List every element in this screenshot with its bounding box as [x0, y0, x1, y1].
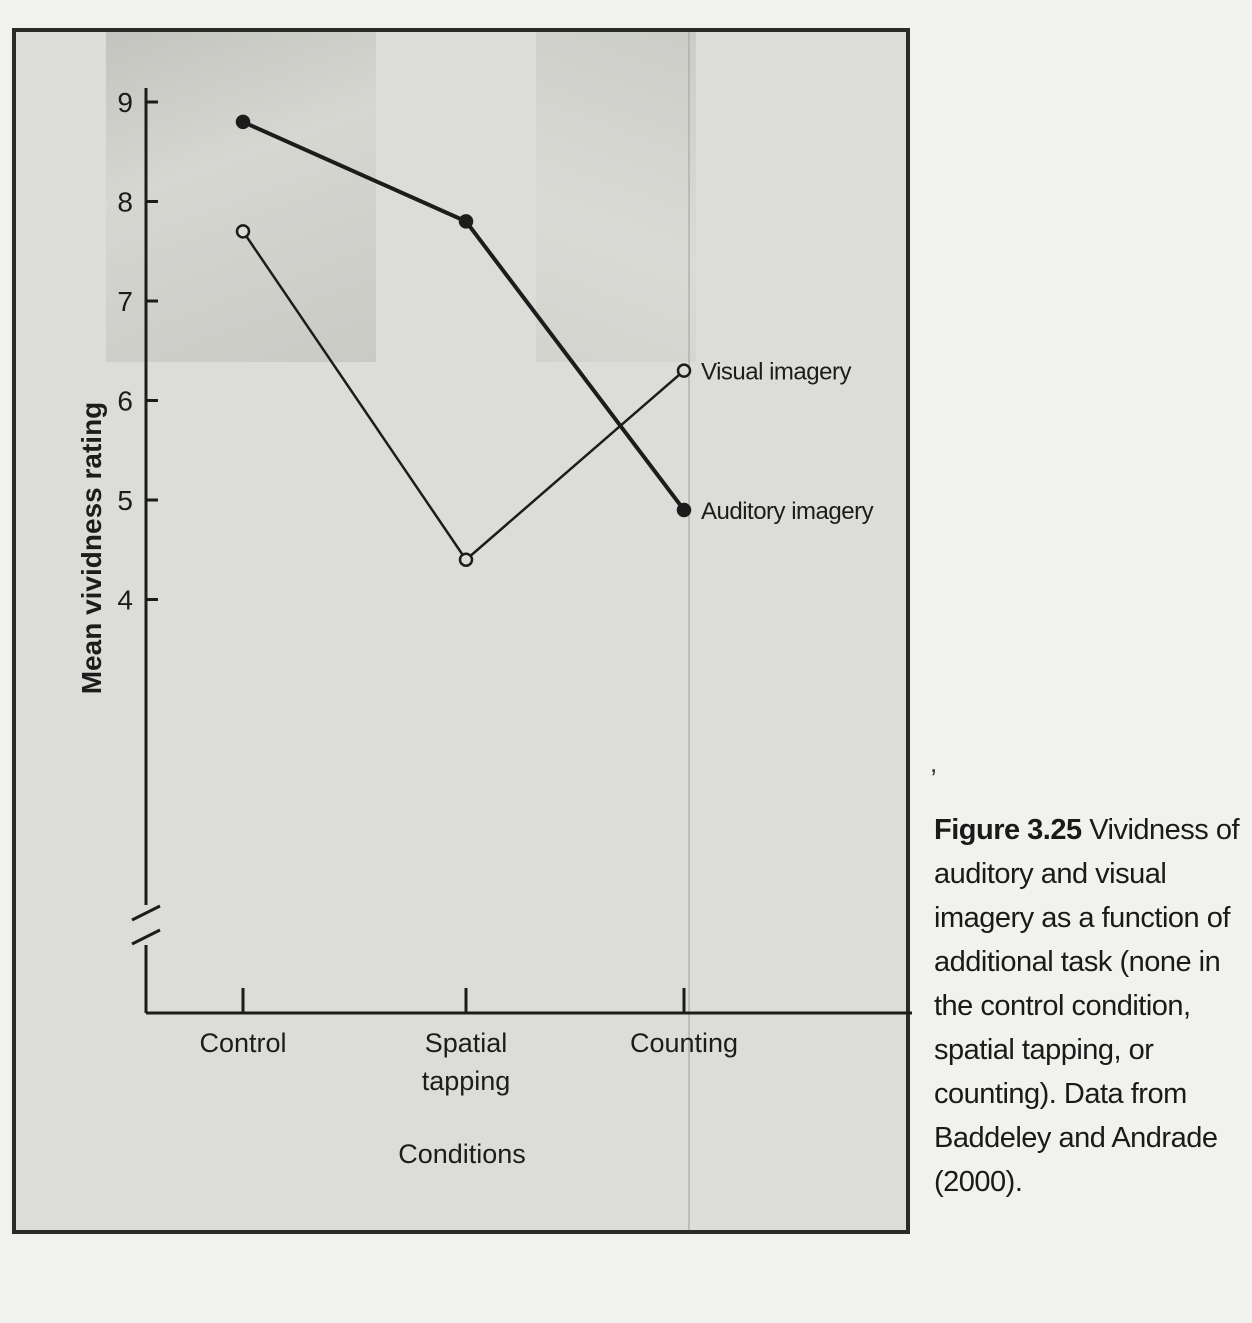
series-layer: Visual imagery Auditory imagery: [235, 114, 874, 567]
data-point: [458, 214, 474, 229]
figure-caption: Figure 3.25 Vividness of auditory and vi…: [934, 808, 1246, 1204]
x-tick-label: Spatial tapping: [422, 1028, 511, 1096]
axis-break-mark: [131, 928, 161, 946]
series-label: Visual imagery: [701, 359, 851, 386]
y-tick-label: 6: [117, 386, 133, 417]
x-ticks: Control Spatial tapping Counting: [199, 988, 738, 1096]
y-ticks: 4 5 6 7 8 9: [117, 87, 158, 616]
data-point: [235, 224, 251, 239]
x-tick-label: Counting: [630, 1028, 738, 1058]
data-point: [676, 363, 692, 378]
column-divider: [688, 32, 690, 1230]
caption-text: Vividness of auditory and visual imagery…: [934, 814, 1240, 1198]
data-point: [235, 114, 251, 130]
y-tick-label: 8: [117, 187, 133, 218]
chart-axes: [131, 88, 912, 1015]
y-tick-label: 9: [117, 87, 133, 118]
y-tick-label: 7: [117, 286, 133, 317]
figure-number: Figure 3.25: [934, 814, 1082, 846]
axis-break-mark: [131, 904, 161, 922]
y-axis-label: Mean vividness rating: [76, 402, 107, 695]
background-photo: [536, 32, 696, 362]
background-photo: [106, 32, 376, 362]
stray-mark: ,: [930, 748, 938, 778]
x-axis-label: Conditions: [398, 1139, 526, 1169]
series-line: [241, 230, 685, 562]
figure-frame: [12, 28, 910, 1234]
series-line: [242, 120, 686, 512]
x-tick-label: Control: [199, 1028, 286, 1058]
data-point: [676, 502, 692, 518]
data-point: [458, 552, 474, 567]
y-tick-label: 4: [117, 585, 133, 616]
series-label: Auditory imagery: [701, 498, 874, 525]
y-tick-label: 5: [117, 485, 133, 516]
